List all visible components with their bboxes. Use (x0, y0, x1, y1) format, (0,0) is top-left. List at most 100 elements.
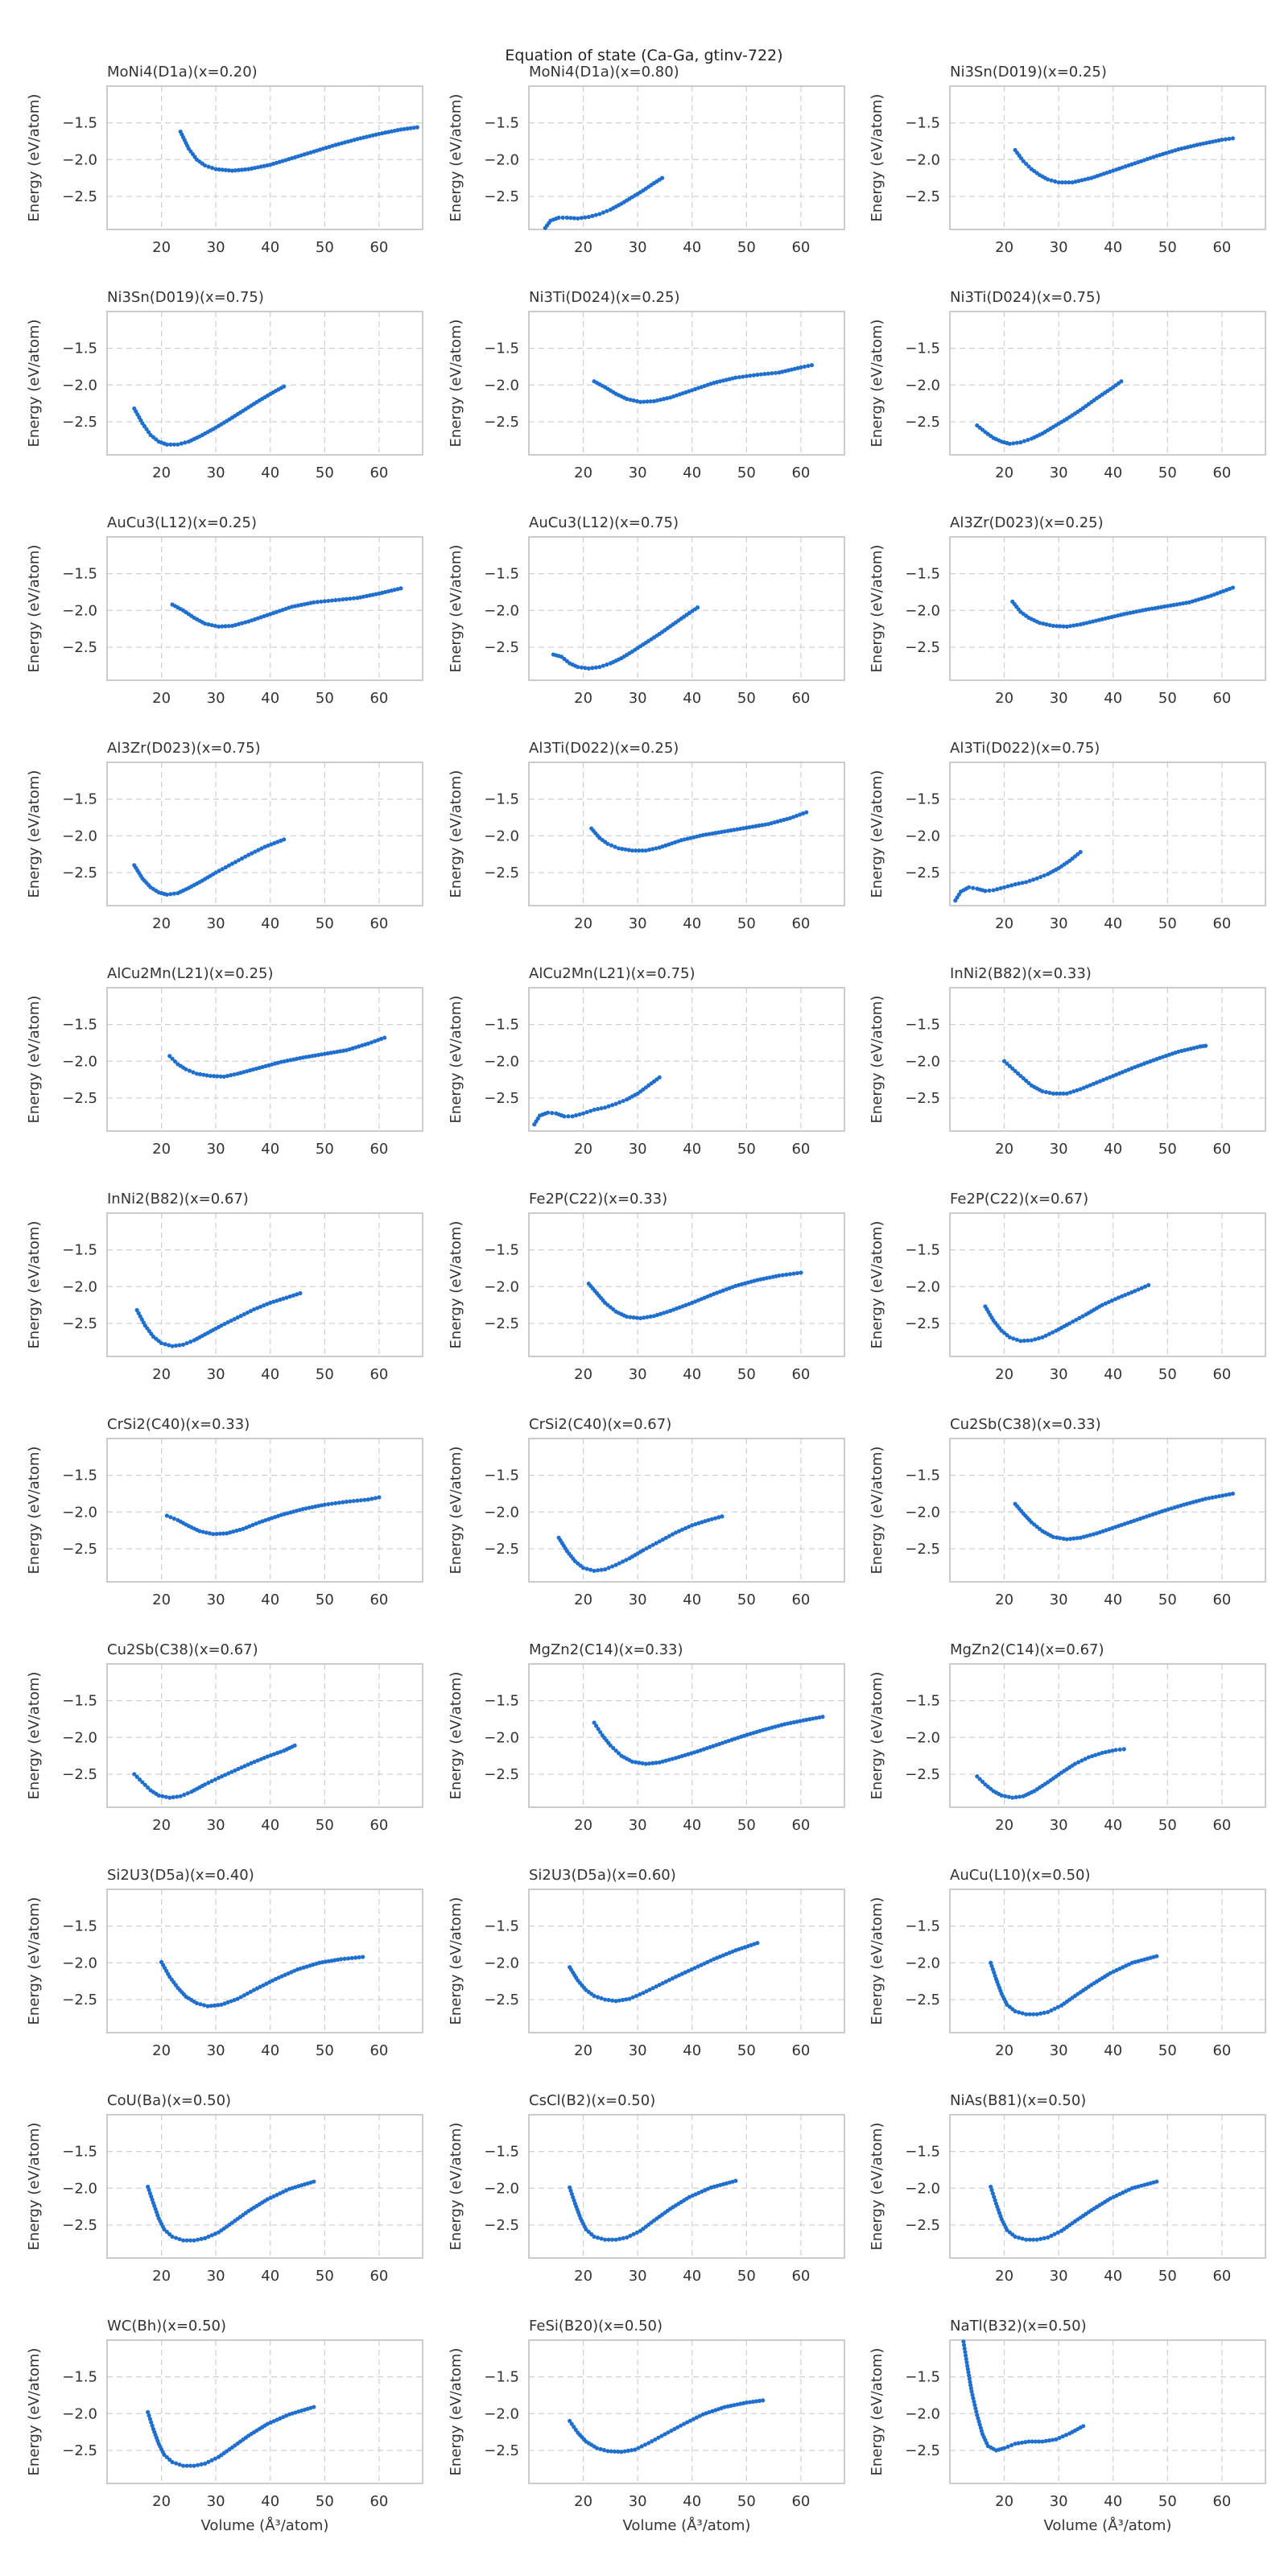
x-tick-label: 40 (683, 1817, 701, 1834)
data-point (1031, 2012, 1036, 2017)
data-point (1044, 622, 1049, 627)
data-point (142, 1782, 147, 1787)
data-point (1029, 1338, 1034, 1343)
data-point (255, 1758, 260, 1763)
data-point (679, 2423, 683, 2428)
data-point (261, 1983, 266, 1988)
data-point (1001, 2446, 1007, 2450)
data-point (1047, 1090, 1052, 1096)
data-point (777, 1273, 782, 1278)
x-tick-label: 30 (629, 2268, 647, 2285)
data-point (136, 1311, 141, 1315)
data-point (631, 2231, 636, 2236)
x-tick-label: 30 (629, 239, 647, 256)
data-point (605, 2449, 610, 2454)
x-tick-label: 30 (1050, 1366, 1068, 1383)
data-point (146, 430, 151, 435)
data-point (569, 2421, 574, 2426)
subplot-title: AuCu3(L12)(x=0.25) (107, 514, 257, 531)
subplot-3: Ni3Sn(D019)(x=0.25) 20 30 40 50 60 −1.5 −2.0 −2.… (869, 64, 1266, 256)
data-point (971, 886, 976, 890)
data-point (1058, 624, 1063, 629)
data-point (643, 848, 648, 853)
data-point (316, 1504, 321, 1509)
data-point (648, 398, 653, 404)
data-point (1055, 2230, 1060, 2235)
data-point (249, 166, 254, 171)
data-point (642, 2442, 648, 2447)
x-tick-label: 40 (1104, 690, 1122, 707)
x-axis-label: Volume (Å³/atom) (623, 2516, 751, 2534)
data-point (722, 829, 727, 834)
data-point (770, 1274, 775, 1279)
y-tick-label: −2.0 (484, 377, 519, 394)
data-point (162, 2227, 167, 2231)
data-point (989, 1960, 993, 1965)
data-point (234, 1528, 239, 1534)
plot-frame (949, 1438, 1266, 1583)
data-point (1165, 604, 1170, 609)
subplot-title: CoU(Ba)(x=0.50) (107, 2092, 231, 2109)
y-tick-label: −2.0 (484, 1504, 519, 1521)
x-tick-label: 30 (207, 464, 225, 481)
x-tick-label: 60 (1212, 2493, 1231, 2510)
subplot-title: Cu2Sb(C38)(x=0.33) (950, 1416, 1101, 1433)
x-tick-label: 20 (152, 464, 171, 481)
data-point (1014, 440, 1019, 445)
x-axis-label: Volume (Å³/atom) (1044, 2516, 1172, 2534)
y-tick-label: −2.5 (484, 2442, 519, 2459)
data-point (579, 665, 584, 670)
data-point (787, 815, 793, 820)
data-point (229, 168, 235, 173)
x-tick-label: 20 (995, 1141, 1013, 1158)
data-point (233, 168, 238, 173)
data-point (1040, 1335, 1045, 1340)
data-point (693, 1521, 698, 1527)
x-tick-label: 30 (629, 1591, 647, 1608)
x-tick-label: 20 (574, 2268, 592, 2285)
data-point (1126, 1962, 1132, 1967)
data-point (402, 126, 407, 131)
data-point (729, 828, 733, 833)
data-point (679, 1527, 685, 1532)
data-point (336, 1501, 341, 1505)
x-tick-label: 30 (207, 1817, 225, 1834)
data-point (609, 2449, 613, 2454)
y-axis-label: Energy (eV/atom) (448, 1672, 464, 1800)
data-point (704, 832, 708, 837)
data-point (1224, 1492, 1228, 1497)
data-point (738, 2401, 743, 2406)
data-point (601, 210, 605, 215)
data-point (684, 2420, 690, 2425)
y-tick-label: −1.5 (905, 1693, 940, 1710)
data-point (669, 2428, 674, 2434)
data-point (300, 1507, 305, 1512)
data-point (617, 2236, 622, 2241)
data-point (1017, 2235, 1022, 2240)
data-point (196, 2237, 200, 2242)
data-point (660, 1759, 665, 1764)
y-axis-label: Energy (eV/atom) (869, 1897, 886, 2025)
data-point (1156, 605, 1161, 610)
data-point (225, 1320, 230, 1325)
data-point (1031, 2237, 1036, 2242)
y-axis-label: Energy (eV/atom) (869, 320, 886, 448)
x-tick-label: 30 (629, 1366, 647, 1383)
data-point (1076, 1760, 1081, 1765)
data-point (799, 365, 803, 369)
data-point (184, 1340, 189, 1346)
data-point (550, 1111, 555, 1116)
y-tick-label: −2.5 (484, 1090, 519, 1107)
data-point (970, 2392, 975, 2397)
y-tick-label: −2.5 (62, 1315, 97, 1332)
data-point (297, 1055, 303, 1061)
x-tick-label: 50 (1158, 2268, 1177, 2285)
data-point (1027, 878, 1032, 883)
data-point (341, 1500, 345, 1505)
y-tick-label: −1.5 (484, 341, 519, 357)
subplot-title: Al3Zr(D023)(x=0.75) (107, 740, 261, 757)
data-point (609, 843, 614, 848)
data-point (240, 167, 245, 172)
y-tick-label: −2.5 (905, 1315, 940, 1332)
data-point (386, 130, 391, 134)
